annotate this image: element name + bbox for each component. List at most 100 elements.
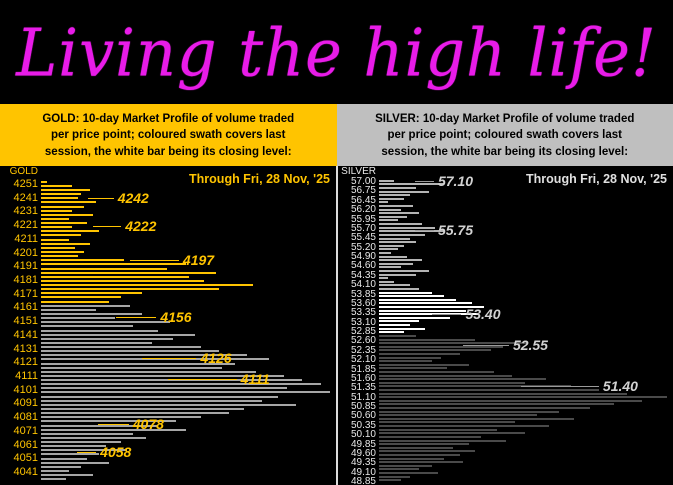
profile-bar [41,325,134,328]
profile-bar [41,478,66,481]
profile-bar [379,251,392,254]
profile-bar [41,461,109,464]
silver-profile-bars: 57.10 55.75 53.40 52.55 51.40 [379,166,673,485]
price-annotation: 4156 [160,308,192,325]
profile-bar [41,366,223,369]
profile-bar [379,410,559,413]
gold-axis-tick: 4101 [13,383,38,396]
profile-bar [41,288,220,291]
gold-axis-tick: 4041 [13,466,38,478]
profile-bar [379,471,438,474]
profile-bar [41,300,109,303]
profile-bar [41,226,72,229]
profile-bar [41,242,91,245]
silver-axis-tick: 50.35 [350,419,376,431]
profile-bar [379,417,575,420]
profile-bar [41,374,284,377]
profile-bar [41,267,168,270]
silver-header-line-1: SILVER: 10-day Market Profile of volume … [375,113,635,125]
gold-axis-tick: 4221 [13,219,38,232]
silver-axis-tick: 56.45 [350,194,376,206]
profile-bar [379,421,516,424]
title-banner: Living the high life! [0,0,673,104]
gold-axis-title: GOLD [9,166,38,177]
gold-axis-tick: 4181 [13,274,38,286]
profile-bar [41,354,248,357]
annotation-leader-line [88,198,114,200]
gold-axis-tick: 4121 [13,356,38,369]
profile-bar [379,277,389,280]
gold-axis-tick: 4131 [13,342,38,355]
profile-bar [379,219,398,222]
profile-bar [379,194,410,197]
silver-axis-tick: 51.60 [350,372,376,384]
profile-bar [41,271,217,274]
profile-bar [379,212,420,215]
profile-bar [379,446,454,449]
profile-bar [379,407,590,410]
silver-axis-tick: 52.85 [350,326,376,337]
profile-bar [379,233,426,236]
silver-through-date: Through Fri, 28 Nov, '25 [526,172,667,186]
price-annotation: 4242 [117,190,149,207]
silver-axis-tick: 49.85 [350,438,376,450]
profile-bar [379,367,448,370]
profile-bar [379,226,435,229]
profile-bar [41,308,97,311]
profile-bar [379,248,398,251]
profile-bar [41,304,131,307]
profile-bar [41,346,201,349]
profile-bar [379,475,410,478]
chart-panels: GOLD 4251 4241 4231 4221 4211 4201 4191 4181 4171… [0,166,673,485]
gold-axis-tick: 4081 [13,411,38,424]
profile-bar [379,208,401,211]
profile-bar [379,201,389,204]
annotation-leader-line [115,316,157,318]
price-annotation: 55.75 [437,221,474,238]
silver-axis-tick: 57.00 [350,176,376,187]
profile-bar [379,342,528,345]
profile-bar [379,302,472,305]
gold-axis-tick: 4191 [13,260,38,273]
profile-bar [379,241,417,244]
silver-axis-tick: 54.35 [350,269,376,281]
silver-axis-tick: 55.20 [350,241,376,253]
profile-bar [379,360,432,363]
profile-bar [41,465,81,468]
price-annotation: 53.40 [465,306,501,323]
profile-bar [41,184,72,187]
header-strips: GOLD: 10-day Market Profile of volume tr… [0,104,673,166]
gold-axis-tick: 4161 [13,301,38,314]
gold-axis-tick: 4071 [13,424,38,437]
profile-bar [41,189,91,192]
annotation-leader-line [92,225,122,227]
profile-bar [379,338,476,341]
profile-bar [379,262,414,265]
gold-axis-tick: 4051 [13,452,38,465]
annotation-leader-line [97,424,129,426]
profile-bar [41,412,229,415]
profile-bar [379,450,476,453]
price-annotation: 4078 [132,416,164,433]
profile-bar [41,420,177,423]
annotation-leader-line [130,260,179,262]
profile-bar [379,334,417,337]
profile-bar [41,457,88,460]
profile-bar [41,275,189,278]
profile-bar [41,230,100,233]
price-annotation: 4111 [240,370,270,387]
profile-bar [41,197,78,200]
profile-bar [41,469,69,472]
silver-axis-tick: 55.70 [350,222,376,234]
profile-bar [379,396,668,399]
profile-bar [41,234,81,237]
profile-bar [379,291,432,294]
profile-bar [379,179,395,182]
profile-bar [41,387,288,390]
silver-axis-tick: 52.60 [350,335,376,347]
profile-bar [379,230,445,233]
profile-bar [41,329,158,332]
profile-bar [379,385,572,388]
profile-bar [379,428,497,431]
